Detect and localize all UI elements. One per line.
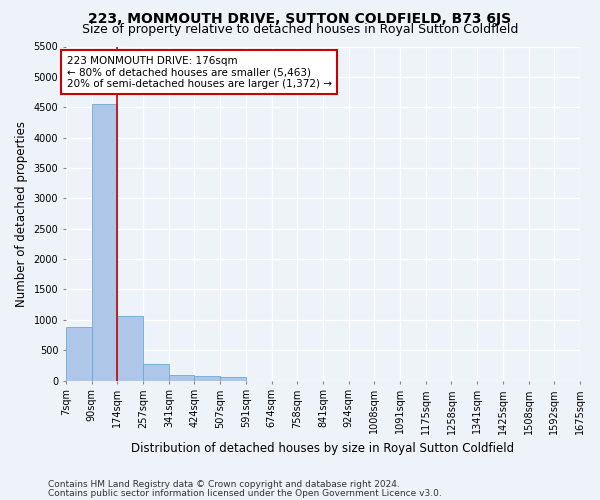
Bar — [143, 364, 169, 380]
Bar — [194, 376, 220, 380]
Bar — [220, 378, 246, 380]
Y-axis label: Number of detached properties: Number of detached properties — [15, 120, 28, 306]
X-axis label: Distribution of detached houses by size in Royal Sutton Coldfield: Distribution of detached houses by size … — [131, 442, 515, 455]
Text: Size of property relative to detached houses in Royal Sutton Coldfield: Size of property relative to detached ho… — [82, 22, 518, 36]
Bar — [118, 316, 143, 380]
Text: 223, MONMOUTH DRIVE, SUTTON COLDFIELD, B73 6JS: 223, MONMOUTH DRIVE, SUTTON COLDFIELD, B… — [88, 12, 512, 26]
Bar — [169, 375, 194, 380]
Text: Contains HM Land Registry data © Crown copyright and database right 2024.: Contains HM Land Registry data © Crown c… — [48, 480, 400, 489]
Bar — [92, 104, 118, 380]
Text: 223 MONMOUTH DRIVE: 176sqm
← 80% of detached houses are smaller (5,463)
20% of s: 223 MONMOUTH DRIVE: 176sqm ← 80% of deta… — [67, 56, 332, 89]
Text: Contains public sector information licensed under the Open Government Licence v3: Contains public sector information licen… — [48, 488, 442, 498]
Bar — [66, 327, 92, 380]
